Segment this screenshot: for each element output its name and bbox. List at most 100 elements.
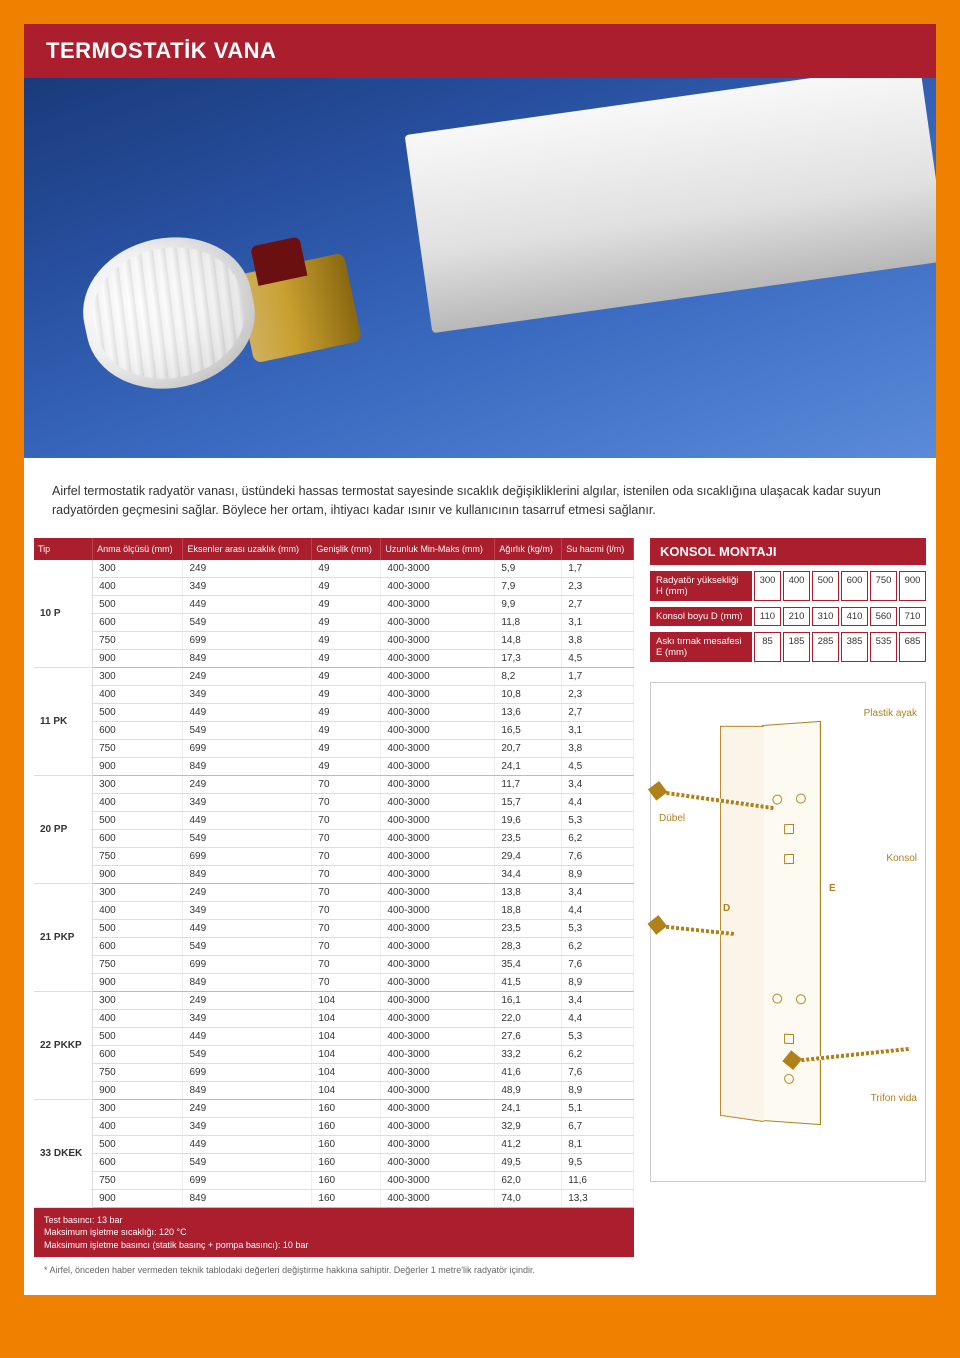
col-header: Tip <box>34 538 93 560</box>
catalog-page: TERMOSTATİK VANA Airfel termostatik rady… <box>24 24 936 1295</box>
cell: 4,4 <box>562 901 634 919</box>
cell: 699 <box>183 1063 312 1081</box>
cell: 104 <box>312 1063 381 1081</box>
cell: 249 <box>183 775 312 793</box>
cell: 249 <box>183 883 312 901</box>
cell: 900 <box>93 1189 183 1207</box>
cell: 400-3000 <box>381 577 495 595</box>
cell: 104 <box>312 991 381 1009</box>
cell: 35,4 <box>495 955 562 973</box>
table-row: 10 P30024949400-30005,91,7 <box>34 560 634 578</box>
cell: 9,5 <box>562 1153 634 1171</box>
cell: 600 <box>93 721 183 739</box>
cell: 400-3000 <box>381 829 495 847</box>
cell: 8,9 <box>562 1081 634 1099</box>
table-row: 90084949400-300017,34,5 <box>34 649 634 667</box>
cell: 5,3 <box>562 811 634 829</box>
page-title: TERMOSTATİK VANA <box>24 24 936 78</box>
konsol-cell: 300 <box>754 571 781 601</box>
cell: 23,5 <box>495 829 562 847</box>
col-header: Uzunluk Min-Maks (mm) <box>381 538 495 560</box>
cell: 9,9 <box>495 595 562 613</box>
cell: 900 <box>93 757 183 775</box>
konsol-cell: 210 <box>783 607 810 626</box>
cell: 300 <box>93 991 183 1009</box>
table-row: 60054970400-300028,36,2 <box>34 937 634 955</box>
cell: 49 <box>312 613 381 631</box>
table-row: 600549160400-300049,59,5 <box>34 1153 634 1171</box>
intro-paragraph: Airfel termostatik radyatör vanası, üstü… <box>24 458 936 538</box>
cell: 400-3000 <box>381 1117 495 1135</box>
cell: 24,1 <box>495 1099 562 1117</box>
table-row: 50044970400-300023,55,3 <box>34 919 634 937</box>
konsol-label: Radyatör yüksekliği H (mm) <box>650 571 752 601</box>
cell: 5,1 <box>562 1099 634 1117</box>
valve-illustration <box>84 208 344 408</box>
cell: 300 <box>93 560 183 578</box>
cell: 849 <box>183 757 312 775</box>
col-header: Su hacmi (l/m) <box>562 538 634 560</box>
cell: 449 <box>183 595 312 613</box>
cell: 70 <box>312 847 381 865</box>
konsol-cell: 750 <box>870 571 897 601</box>
cell: 400-3000 <box>381 1081 495 1099</box>
note-line: Test basıncı: 13 bar <box>44 1214 624 1227</box>
cell: 49 <box>312 595 381 613</box>
cell: 3,8 <box>562 739 634 757</box>
note-line: Maksimum işletme sıcaklığı: 120 °C <box>44 1226 624 1239</box>
hero-image <box>24 78 936 458</box>
cell: 400-3000 <box>381 1009 495 1027</box>
table-row: 900849160400-300074,013,3 <box>34 1189 634 1207</box>
cell: 849 <box>183 649 312 667</box>
cell: 70 <box>312 775 381 793</box>
table-row: 60054949400-300016,53,1 <box>34 721 634 739</box>
tip-cell: 11 PK <box>34 667 93 775</box>
cell: 500 <box>93 1027 183 1045</box>
table-row: 50044949400-300013,62,7 <box>34 703 634 721</box>
table-row: 21 PKP30024970400-300013,83,4 <box>34 883 634 901</box>
cell: 400-3000 <box>381 595 495 613</box>
konsol-cell: 560 <box>870 607 897 626</box>
cell: 70 <box>312 919 381 937</box>
cell: 2,7 <box>562 703 634 721</box>
cell: 400-3000 <box>381 847 495 865</box>
cell: 23,5 <box>495 919 562 937</box>
cell: 400-3000 <box>381 1171 495 1189</box>
cell: 62,0 <box>495 1171 562 1189</box>
col-header: Eksenler arası uzaklık (mm) <box>183 538 312 560</box>
table-row: 50044949400-30009,92,7 <box>34 595 634 613</box>
bracket-diagram: Plastik ayak Dübel Konsol Trifon vida D … <box>650 682 926 1182</box>
cell: 699 <box>183 631 312 649</box>
cell: 400-3000 <box>381 739 495 757</box>
cell: 74,0 <box>495 1189 562 1207</box>
cell: 29,4 <box>495 847 562 865</box>
table-row: 40034949400-30007,92,3 <box>34 577 634 595</box>
konsol-cell: 400 <box>783 571 810 601</box>
cell: 4,4 <box>562 793 634 811</box>
konsol-title: KONSOL MONTAJI <box>650 538 926 565</box>
cell: 699 <box>183 847 312 865</box>
konsol-row: Askı tırnak mesafesi E (mm)8518528538553… <box>650 632 926 662</box>
cell: 41,5 <box>495 973 562 991</box>
cell: 3,4 <box>562 883 634 901</box>
konsol-row: Konsol boyu D (mm)110210310410560710 <box>650 607 926 626</box>
cell: 49 <box>312 649 381 667</box>
cell: 699 <box>183 1171 312 1189</box>
cell: 2,3 <box>562 685 634 703</box>
cell: 10,8 <box>495 685 562 703</box>
cell: 349 <box>183 793 312 811</box>
cell: 699 <box>183 955 312 973</box>
cell: 2,7 <box>562 595 634 613</box>
cell: 549 <box>183 1045 312 1063</box>
cell: 400-3000 <box>381 883 495 901</box>
dim-d: D <box>723 903 730 914</box>
konsol-label: Askı tırnak mesafesi E (mm) <box>650 632 752 662</box>
cell: 600 <box>93 613 183 631</box>
cell: 49 <box>312 577 381 595</box>
cell: 104 <box>312 1045 381 1063</box>
cell: 49 <box>312 685 381 703</box>
cell: 16,1 <box>495 991 562 1009</box>
anno-konsol: Konsol <box>886 853 917 864</box>
cell: 3,1 <box>562 721 634 739</box>
cell: 400-3000 <box>381 991 495 1009</box>
